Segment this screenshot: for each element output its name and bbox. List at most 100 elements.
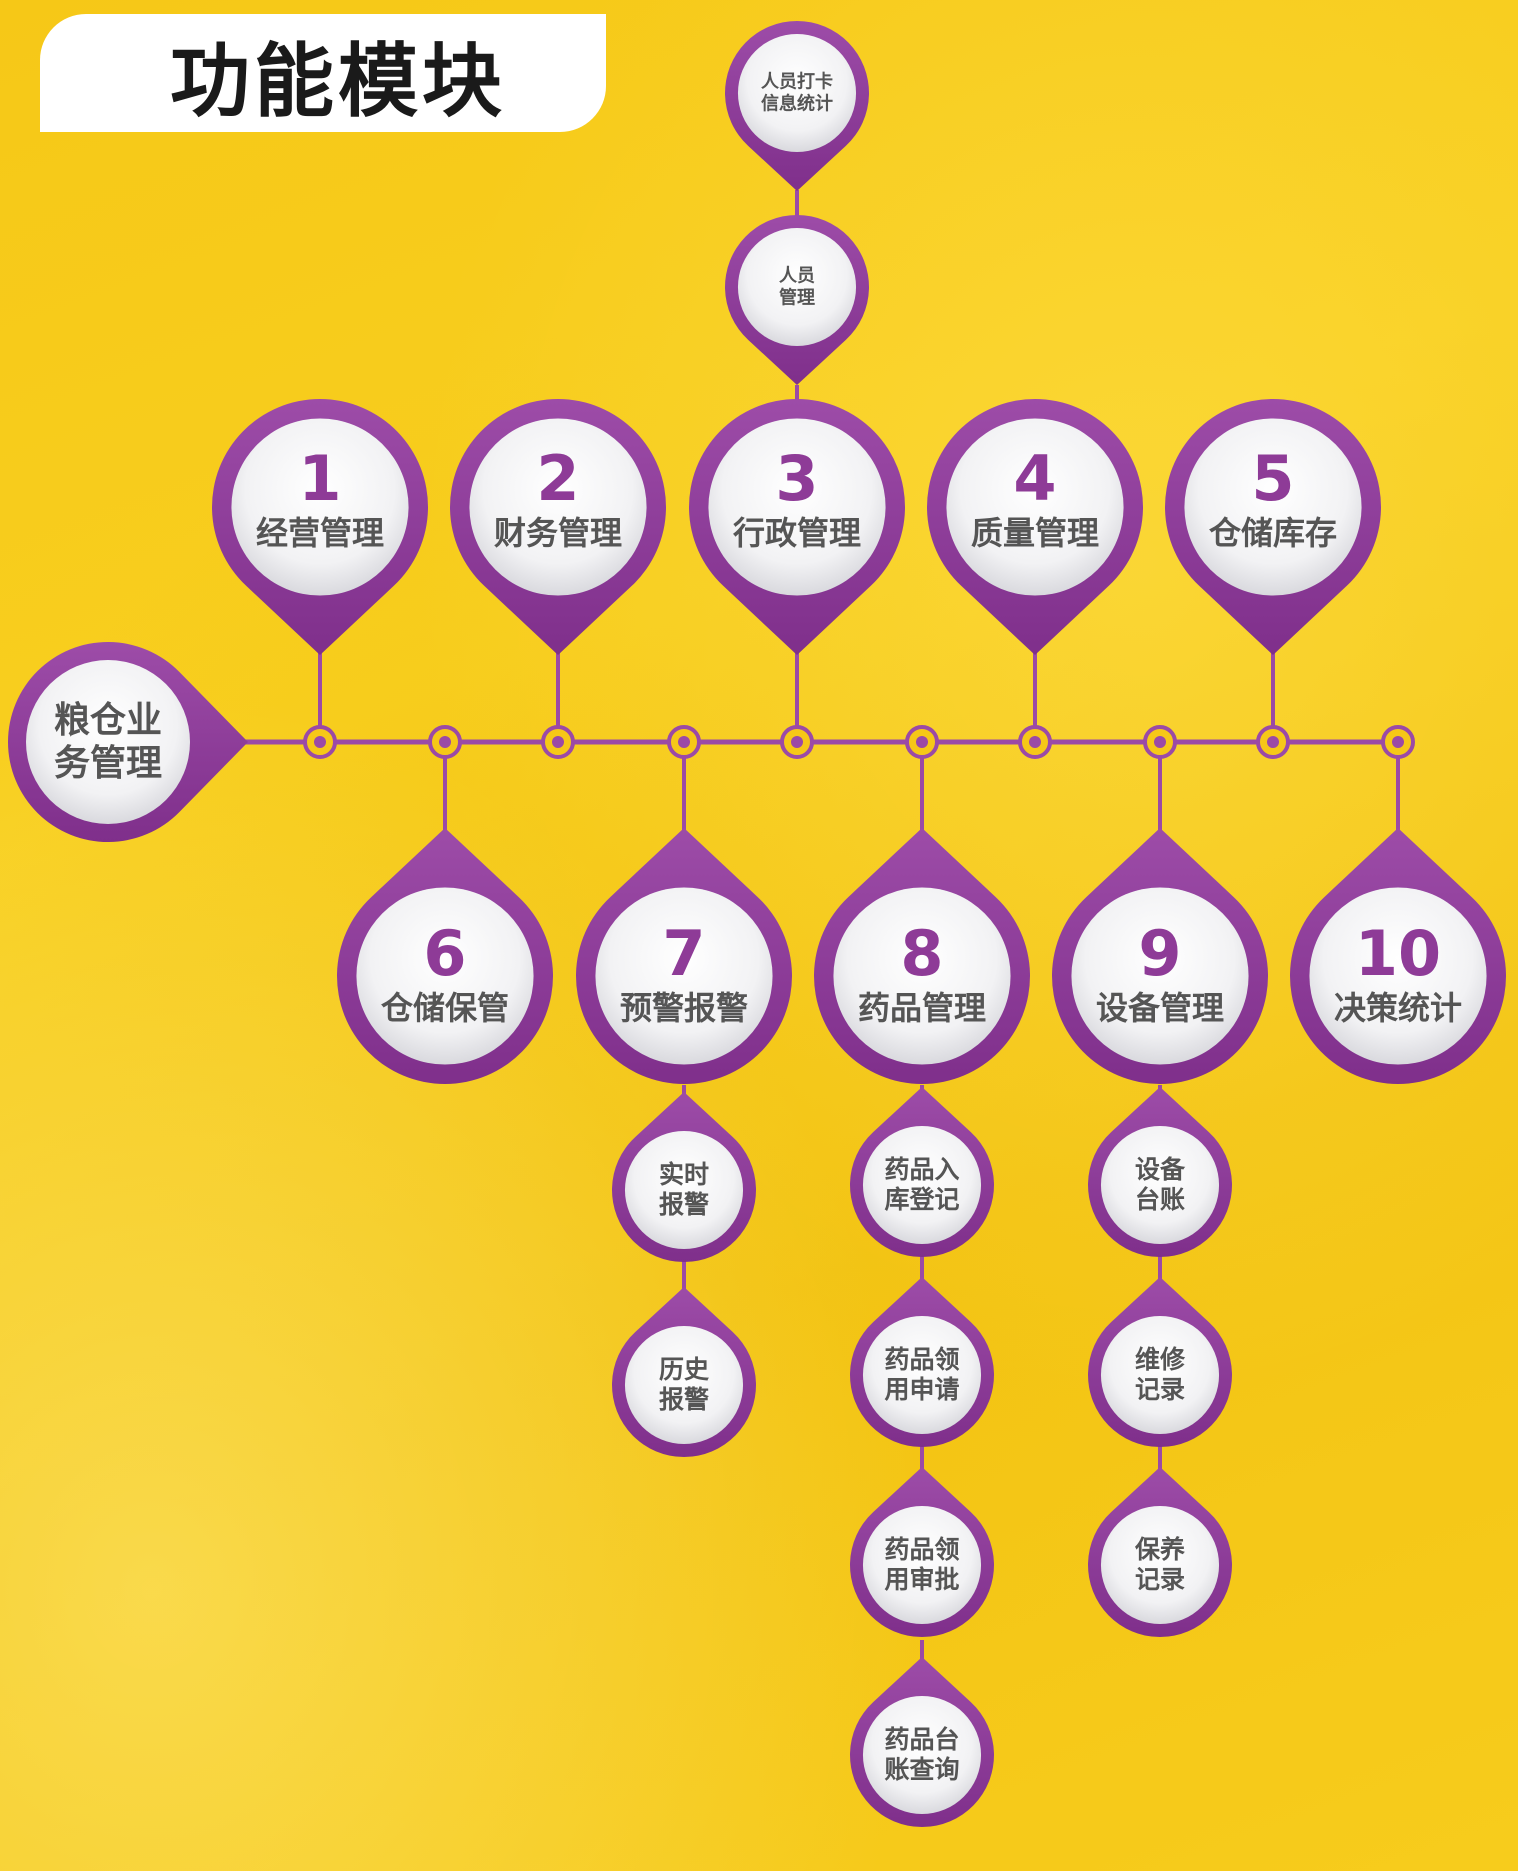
equipment-child-1-line2: 台账 [1134,1185,1186,1214]
bus-dot-center-5 [791,736,803,748]
module-number: 6 [423,916,467,990]
drug-child-3-line2: 用审批 [884,1565,960,1594]
admin-child-1-line2: 管理 [779,287,815,308]
equipment-child-2-text: 维修 记录 [1135,1345,1185,1405]
module-number: 5 [1251,441,1295,515]
module-8-text: 8 药品管理 [857,916,987,1027]
module-8-face [833,887,1011,1065]
equipment-child-3-line1: 保养 [1134,1535,1186,1564]
bus-dot-center-7 [1029,736,1041,748]
module-label: 仓储保管 [380,988,510,1027]
alarm-child-2-face [624,1325,744,1445]
drug-child-1-line2: 库登记 [884,1185,960,1214]
module-2-text: 2 财务管理 [493,441,623,552]
module-10-text: 10 决策统计 [1333,916,1463,1027]
drug-child-1-text: 药品入 库登记 [884,1155,959,1215]
drug-child-4-face [862,1695,982,1815]
admin-child-1-text: 人员 管理 [779,265,815,308]
module-number: 7 [662,916,706,990]
module-4-face [946,418,1124,596]
module-5-face [1184,418,1362,596]
alarm-child-2-line1: 历史 [658,1355,710,1384]
bus-dot-center-8 [1154,736,1166,748]
root-node-label: 粮仓业 务管理 [54,699,162,785]
module-label: 药品管理 [857,988,987,1027]
drug-child-1-face [862,1125,982,1245]
module-number: 9 [1138,916,1182,990]
module-label: 财务管理 [493,513,623,552]
module-5-text: 5 仓储库存 [1208,441,1338,552]
module-4-text: 4 质量管理 [970,441,1100,552]
module-label: 行政管理 [732,513,862,552]
drug-child-3-face [862,1505,982,1625]
module-1-face [231,418,409,596]
equipment-child-1-text: 设备 台账 [1135,1155,1185,1215]
drug-child-2-line2: 用申请 [884,1375,960,1404]
admin-child-2-line2: 信息统计 [761,93,833,114]
drug-child-1-line1: 药品入 [884,1155,960,1184]
module-label: 质量管理 [970,513,1100,552]
equipment-child-3-face [1100,1505,1220,1625]
equipment-child-3-line2: 记录 [1134,1565,1186,1594]
drug-child-4-line1: 药品台 [884,1725,960,1754]
title-banner: 功能模块 [40,14,606,132]
root-node-face [26,660,190,824]
bus-dot-center-3 [552,736,564,748]
module-7-text: 7 预警报警 [619,916,749,1027]
alarm-child-1-line1: 实时 [658,1160,710,1189]
module-number: 10 [1354,916,1442,990]
drug-child-4-text: 药品台 账查询 [884,1725,959,1785]
module-label: 设备管理 [1095,988,1225,1027]
module-3-text: 3 行政管理 [732,441,862,552]
root-label-line2: 务管理 [53,743,163,784]
bus-dot-center-6 [916,736,928,748]
alarm-child-1-line2: 报警 [658,1190,710,1219]
drug-child-4-line2: 账查询 [884,1755,960,1784]
drug-child-3-line1: 药品领 [884,1535,960,1564]
module-number: 4 [1013,441,1057,515]
drug-child-3-text: 药品领 用审批 [884,1535,959,1595]
module-1-text: 1 经营管理 [255,441,385,552]
alarm-child-2-line2: 报警 [658,1385,710,1414]
equipment-child-2-face [1100,1315,1220,1435]
module-number: 1 [298,441,342,515]
module-7-face [595,887,773,1065]
module-9-face [1071,887,1249,1065]
module-label: 决策统计 [1333,988,1463,1027]
module-number: 2 [536,441,580,515]
module-6-text: 6 仓储保管 [380,916,510,1027]
module-2-face [469,418,647,596]
admin-child-1-line1: 人员 [779,265,815,287]
module-9-text: 9 设备管理 [1095,916,1225,1027]
equipment-child-3-text: 保养 记录 [1135,1535,1185,1595]
drug-child-2-face [862,1315,982,1435]
bus-dot-center-10 [1392,736,1404,748]
equipment-child-1-line1: 设备 [1134,1155,1186,1184]
module-number: 8 [900,916,944,990]
drug-child-2-line1: 药品领 [884,1345,960,1374]
admin-child-2-line1: 人员打卡 [761,71,833,93]
bus-dot-center-2 [439,736,451,748]
alarm-child-1-text: 实时 报警 [659,1160,709,1220]
module-10-face [1309,887,1487,1065]
bus-dot-center-1 [314,736,326,748]
page-title: 功能模块 [170,35,506,128]
admin-child-1-face [737,227,857,347]
drug-child-2-text: 药品领 用申请 [884,1345,959,1405]
root-label-line1: 粮仓业 [53,699,163,741]
module-3-face [708,418,886,596]
bus-dot-center-4 [678,736,690,748]
module-6-face [356,887,534,1065]
module-label: 仓储库存 [1208,513,1338,552]
equipment-child-2-line1: 维修 [1134,1345,1186,1374]
module-number: 3 [775,441,819,515]
equipment-child-1-face [1100,1125,1220,1245]
bus-dot-center-9 [1267,736,1279,748]
alarm-child-2-text: 历史 报警 [659,1355,709,1415]
module-label: 经营管理 [255,513,385,552]
equipment-child-2-line2: 记录 [1134,1375,1186,1404]
admin-child-2-text: 人员打卡 信息统计 [761,71,833,114]
module-label: 预警报警 [619,988,749,1027]
alarm-child-1-face [624,1130,744,1250]
